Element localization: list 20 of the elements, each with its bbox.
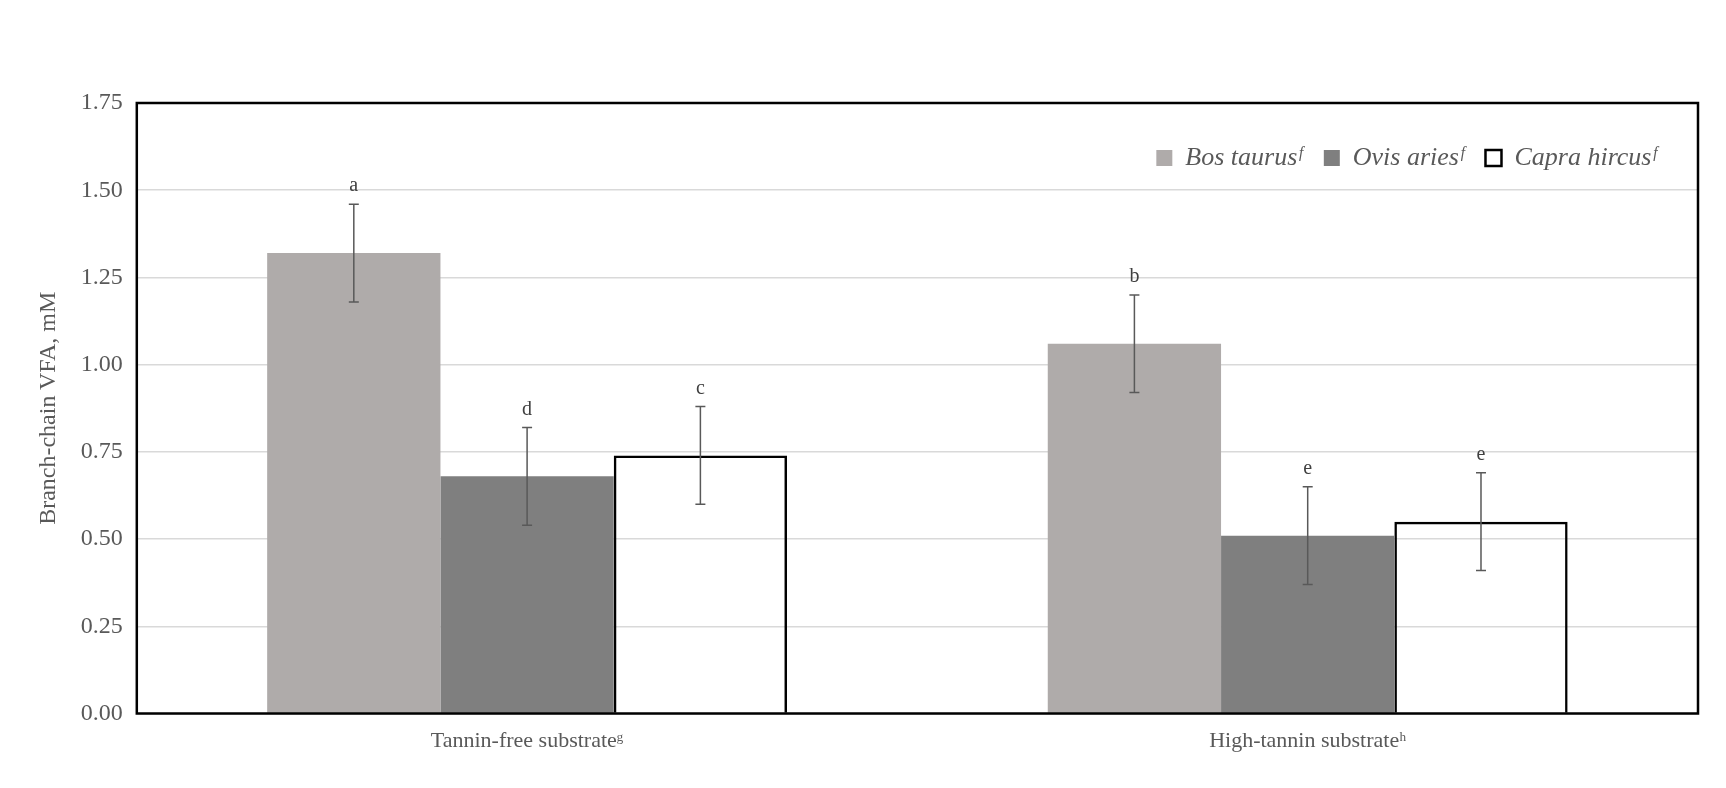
x-tick-label: Tannin-free substrateᵍ: [430, 726, 624, 752]
y-tick-label: 0.50: [80, 524, 123, 551]
x-tick-label: High-tannin substrateʰ: [1209, 726, 1407, 752]
y-tick-label: 1.00: [80, 349, 123, 376]
legend-label: Ovis ariesᶠ: [1352, 141, 1467, 171]
data-label: b: [1129, 264, 1140, 287]
y-tick-label: 1.25: [80, 262, 123, 289]
y-tick-label: 0.75: [80, 437, 123, 464]
legend-label: Capra hircusᶠ: [1514, 141, 1660, 171]
y-tick-label: 1.50: [80, 175, 123, 202]
data-label: e: [1476, 442, 1486, 465]
legend-label: Bos taurusᶠ: [1185, 141, 1306, 171]
data-label: c: [695, 375, 705, 398]
y-tick-label: 0.00: [80, 698, 123, 725]
data-label: e: [1303, 456, 1313, 479]
data-label: d: [522, 396, 533, 419]
y-tick-label: 1.75: [80, 88, 123, 115]
data-label: a: [349, 173, 359, 196]
y-axis-title: Branch-chain VFA, mM: [33, 291, 60, 525]
y-tick-label: 0.25: [80, 611, 123, 638]
